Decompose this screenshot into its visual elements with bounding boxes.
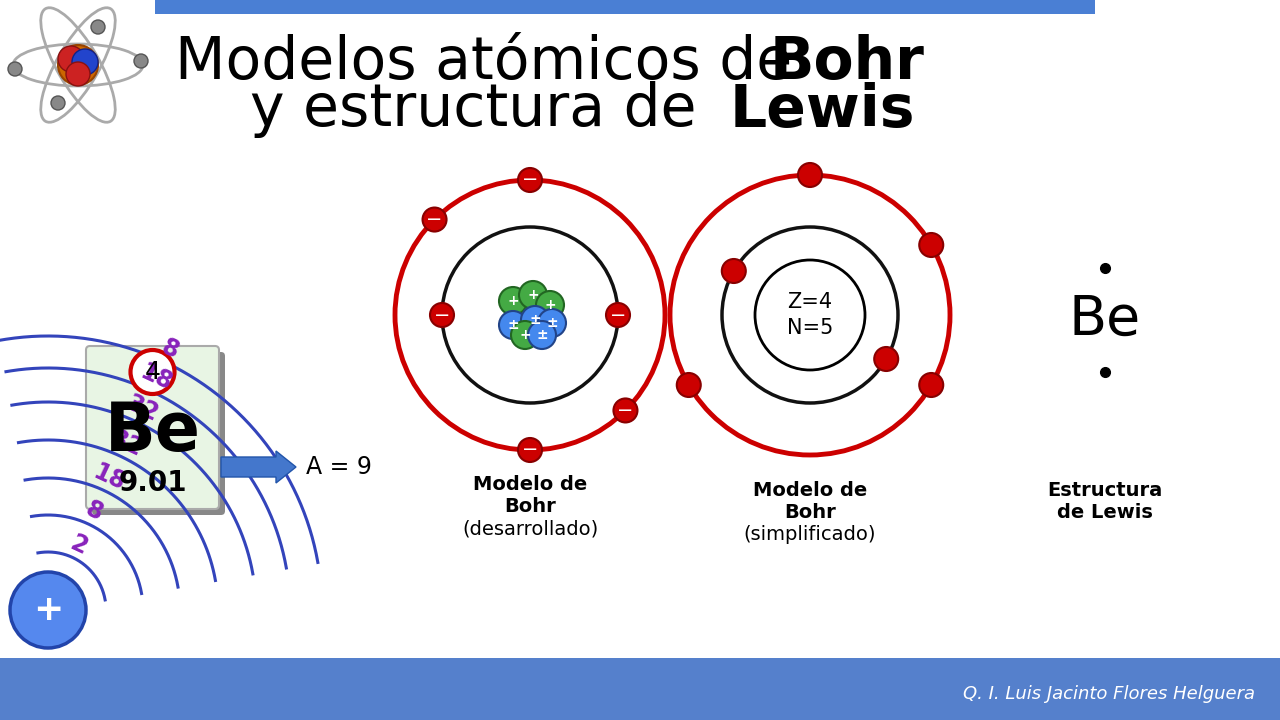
Text: N=5: N=5 (787, 318, 833, 338)
Circle shape (722, 259, 746, 283)
Text: 8: 8 (82, 497, 106, 526)
Circle shape (499, 311, 527, 339)
FancyBboxPatch shape (92, 352, 225, 515)
Circle shape (613, 398, 637, 423)
Text: +: + (544, 298, 556, 312)
Text: Bohr: Bohr (785, 503, 836, 521)
Bar (155, 0, 1094, 14)
Circle shape (529, 321, 556, 349)
Circle shape (51, 96, 65, 110)
Circle shape (518, 281, 547, 309)
Text: 2: 2 (67, 531, 91, 559)
Text: Be: Be (1069, 293, 1142, 347)
Circle shape (72, 49, 99, 75)
Text: Bohr: Bohr (771, 34, 925, 91)
Text: 4: 4 (145, 360, 160, 384)
Text: A = 9: A = 9 (306, 455, 372, 479)
Circle shape (518, 168, 541, 192)
Text: ±: ± (536, 328, 548, 342)
Text: ±: ± (547, 316, 558, 330)
Circle shape (518, 438, 541, 462)
Text: Estructura: Estructura (1047, 480, 1162, 500)
Text: −: − (426, 210, 443, 229)
Circle shape (536, 291, 564, 319)
Text: −: − (434, 305, 451, 325)
Circle shape (430, 303, 454, 327)
Circle shape (874, 347, 899, 371)
Bar (0, 658, 1280, 720)
Text: y estructura de: y estructura de (250, 81, 716, 138)
Text: ±: ± (529, 313, 541, 327)
Circle shape (499, 287, 527, 315)
Text: +: + (507, 294, 518, 308)
Text: Lewis: Lewis (730, 81, 915, 138)
Text: Modelo de: Modelo de (753, 480, 867, 500)
Text: −: − (617, 401, 634, 420)
Text: 18: 18 (90, 460, 129, 495)
Circle shape (134, 54, 148, 68)
FancyBboxPatch shape (86, 346, 219, 509)
Text: Q. I. Luis Jacinto Flores Helguera: Q. I. Luis Jacinto Flores Helguera (963, 685, 1254, 703)
FancyArrow shape (221, 451, 296, 483)
Circle shape (422, 207, 447, 232)
Circle shape (538, 309, 566, 337)
Circle shape (91, 20, 105, 34)
Text: +: + (527, 288, 539, 302)
Text: Z=4: Z=4 (787, 292, 832, 312)
Text: −: − (609, 305, 626, 325)
Text: (desarrollado): (desarrollado) (462, 520, 598, 539)
Circle shape (8, 62, 22, 76)
Circle shape (919, 373, 943, 397)
Text: +: + (520, 328, 531, 342)
Text: 8: 8 (157, 335, 182, 364)
Circle shape (58, 45, 99, 85)
Circle shape (67, 62, 90, 86)
Circle shape (797, 163, 822, 187)
Text: Modelos atómicos de: Modelos atómicos de (175, 34, 810, 91)
Text: 32: 32 (122, 391, 161, 427)
Circle shape (677, 373, 700, 397)
Circle shape (755, 260, 865, 370)
Text: ±: ± (507, 318, 518, 332)
Text: +: + (33, 593, 63, 627)
Text: 32: 32 (106, 426, 146, 461)
Circle shape (58, 46, 84, 72)
Text: Bohr: Bohr (504, 498, 556, 516)
Circle shape (10, 572, 86, 648)
Text: Modelo de: Modelo de (472, 475, 588, 495)
Text: −: − (522, 441, 538, 459)
Text: 18: 18 (136, 360, 177, 396)
Circle shape (919, 233, 943, 257)
Text: (simplificado): (simplificado) (744, 524, 877, 544)
Circle shape (605, 303, 630, 327)
Text: Be: Be (105, 400, 201, 466)
Text: −: − (522, 171, 538, 189)
Circle shape (521, 306, 549, 334)
Text: de Lewis: de Lewis (1057, 503, 1153, 521)
Text: 9.01: 9.01 (118, 469, 187, 497)
Circle shape (511, 321, 539, 349)
Circle shape (131, 350, 174, 394)
